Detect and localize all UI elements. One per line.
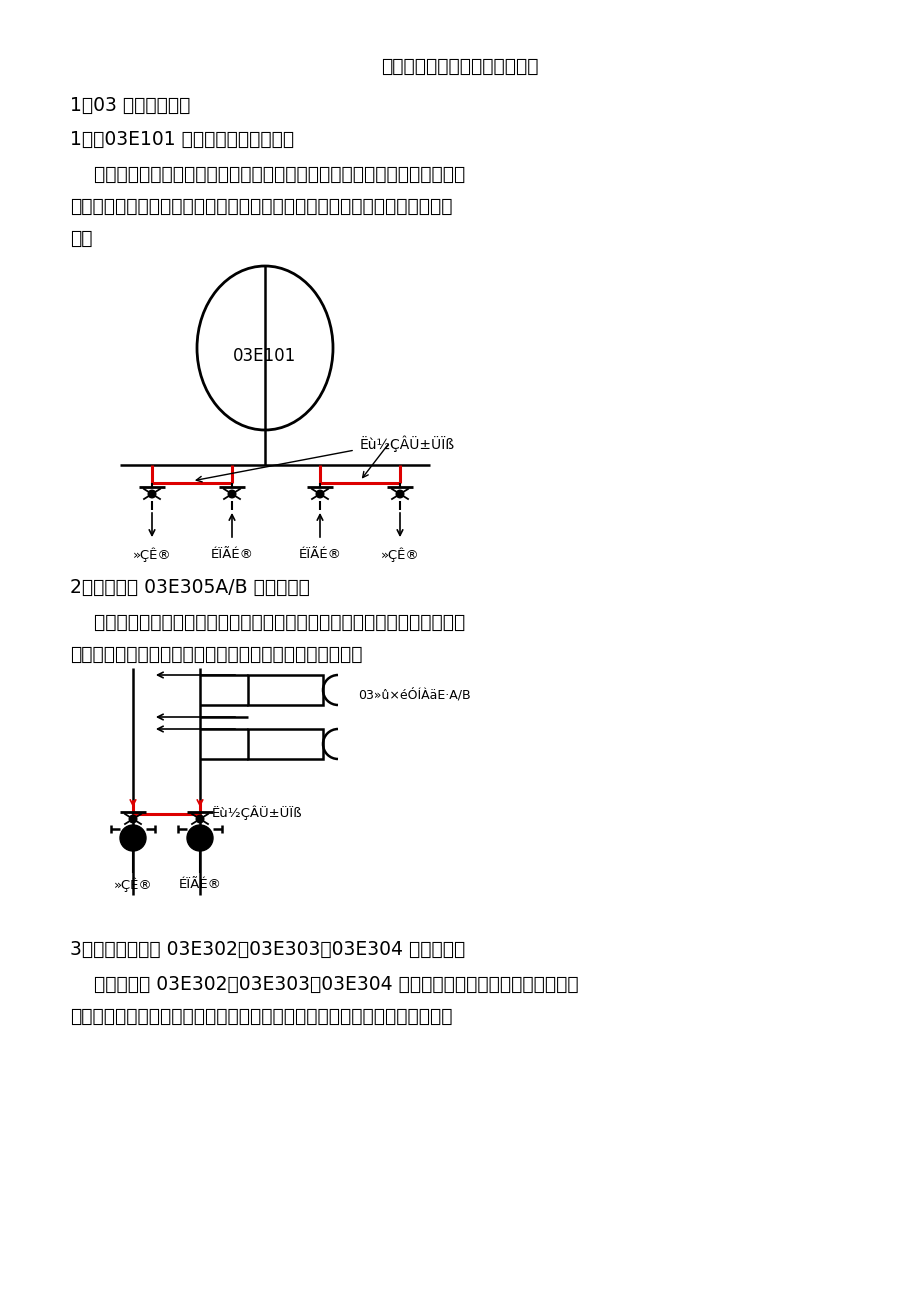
Circle shape <box>228 490 235 497</box>
Bar <box>248 674 323 704</box>
Text: »ÇÊ®: »ÇÊ® <box>380 548 419 562</box>
Text: 回水阀之间接两条临时管线联通，冲洗时打开回水阀和上水阀，冲洗管线内杂: 回水阀之间接两条临时管线联通，冲洗时打开回水阀和上水阀，冲洗管线内杂 <box>70 197 452 216</box>
Text: 拆除表面冷凝器两条上水蝶阀门后管线，两条回水蝶阀前管线。在上水阀与: 拆除表面冷凝器两条上水蝶阀门后管线，两条回水蝶阀前管线。在上水阀与 <box>70 165 465 184</box>
Circle shape <box>129 815 137 823</box>
Text: Ëù½ÇÂÜ±ÜÏß: Ëù½ÇÂÜ±ÜÏß <box>211 805 302 819</box>
Text: 拆除两油冷器上水阀后管线和回水阀前管线。在上水阀与回水阀之间接临时: 拆除两油冷器上水阀后管线和回水阀前管线。在上水阀与回水阀之间接临时 <box>70 613 465 631</box>
Text: »ÇÊ®: »ÇÊ® <box>114 878 153 892</box>
Text: Ëù½ÇÂÜ±ÜÏß: Ëù½ÇÂÜ±ÜÏß <box>359 436 455 453</box>
Circle shape <box>396 490 403 497</box>
Circle shape <box>119 825 146 852</box>
Text: 3）、段间水冷器 03E302、03E303、03E304 循环水管线: 3）、段间水冷器 03E302、03E303、03E304 循环水管线 <box>70 940 465 960</box>
Circle shape <box>316 490 323 497</box>
Text: 物。: 物。 <box>70 229 93 247</box>
Circle shape <box>148 490 155 497</box>
Text: 03E101: 03E101 <box>233 348 296 365</box>
Text: 1）、03E101 表面冷凝器循环水管线: 1）、03E101 表面冷凝器循环水管线 <box>70 130 294 148</box>
Text: 管线联通。冲洗时打开回水阀和上水阀，冲洗管线内杂物。: 管线联通。冲洗时打开回水阀和上水阀，冲洗管线内杂物。 <box>70 644 362 664</box>
Text: »ÇÊ®: »ÇÊ® <box>132 548 171 562</box>
Text: ÉÏÃÉ®: ÉÏÃÉ® <box>210 548 254 561</box>
Circle shape <box>196 815 204 823</box>
Text: 03»û×éÓÍÀäE·A/B: 03»û×éÓÍÀäE·A/B <box>357 689 471 702</box>
Text: 1、03 二氧化碳机组: 1、03 二氧化碳机组 <box>70 96 190 115</box>
Text: ÉÏÃÉ®: ÉÏÃÉ® <box>178 878 221 891</box>
Text: 拆除水冷器 03E302、03E303、03E304 上水蝶阀和阀后管线、回水蝶阀前管: 拆除水冷器 03E302、03E303、03E304 上水蝶阀和阀后管线、回水蝶… <box>70 975 578 993</box>
Text: ÉÏÃÉ®: ÉÏÃÉ® <box>298 548 341 561</box>
Bar <box>248 729 323 759</box>
Circle shape <box>187 825 213 852</box>
Text: 2）、油冷器 03E305A/B 循环水管线: 2）、油冷器 03E305A/B 循环水管线 <box>70 578 310 598</box>
Text: 甲醇厂联合机组循环水管线冲洗: 甲醇厂联合机组循环水管线冲洗 <box>380 57 539 76</box>
Text: 线。在上水管线与回水阀之间接临时管线联通，冲洗时打开回水阀，冲洗管线: 线。在上水管线与回水阀之间接临时管线联通，冲洗时打开回水阀，冲洗管线 <box>70 1006 452 1026</box>
